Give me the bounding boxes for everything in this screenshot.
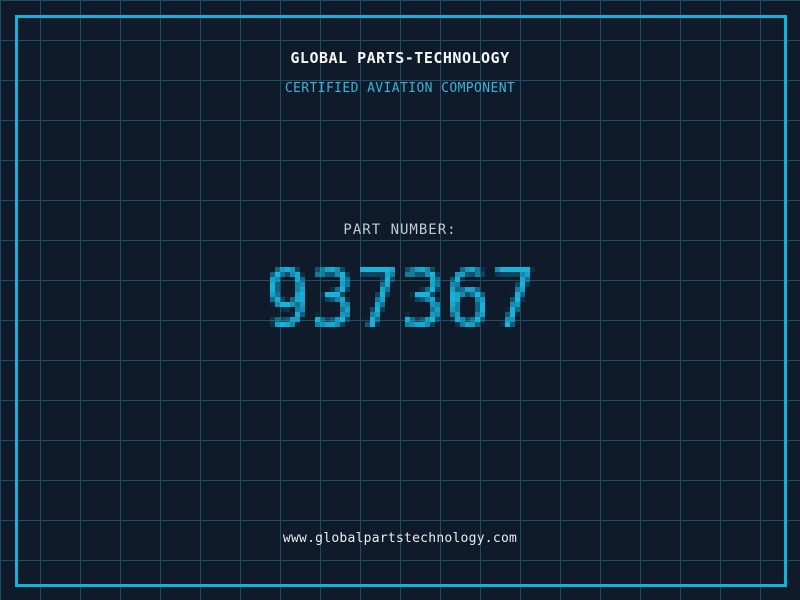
part-number-display [255,267,545,337]
footer-url: www.globalpartstechnology.com [282,531,518,546]
brand-title: GLOBAL PARTS-TECHNOLOGY [290,49,510,67]
page-frame [15,15,787,587]
brand-subtitle: CERTIFIED AVIATION COMPONENT [284,81,516,96]
part-number-label: PART NUMBER: [343,222,457,238]
